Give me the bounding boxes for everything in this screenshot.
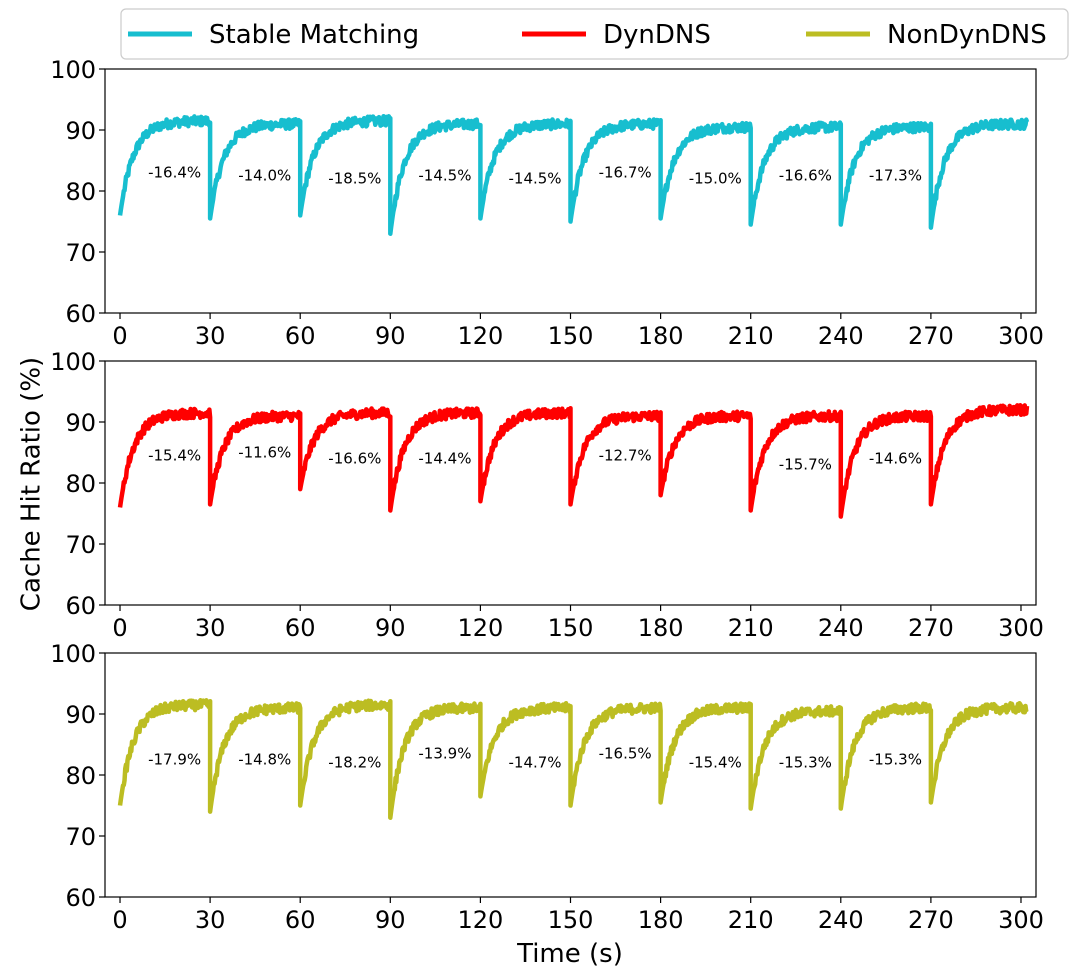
y-tick-label: 60 (65, 884, 96, 912)
y-tick-label: 100 (50, 56, 96, 84)
drop-annotation: -11.6% (238, 443, 291, 461)
drop-annotation: -14.5% (509, 170, 562, 188)
x-tick-label: 300 (998, 322, 1044, 350)
y-tick-label: 100 (50, 640, 96, 668)
y-axis-title: Cache Hit Ratio (%) (17, 357, 47, 611)
drop-annotation: -14.5% (418, 167, 471, 185)
drop-annotation: -15.4% (689, 754, 742, 772)
x-tick-label: 180 (638, 906, 684, 934)
x-tick-label: 120 (457, 614, 503, 642)
x-tick-label: 150 (548, 906, 594, 934)
y-tick-label: 70 (65, 823, 96, 851)
x-tick-label: 60 (285, 906, 316, 934)
legend: Stable Matching DynDNS NonDynDNS (120, 8, 1069, 60)
series-line (117, 403, 1030, 519)
x-tick-label: 30 (195, 614, 226, 642)
series-line (117, 698, 1029, 820)
x-tick-label: 240 (818, 614, 864, 642)
y-tick-label: 100 (50, 348, 96, 376)
y-tick-label: 80 (65, 470, 96, 498)
panel: -17.9% -14.8% -18.2% -13.9% -14.7% -16.5% -15.… (50, 640, 1044, 934)
y-tick-label: 80 (65, 762, 96, 790)
legend-entry: NonDynDNS (806, 20, 1047, 50)
y-tick-label: 70 (65, 239, 96, 267)
drop-annotation: -16.6% (779, 167, 832, 185)
drop-annotation: -14.8% (238, 751, 291, 769)
x-tick-label: 120 (457, 322, 503, 350)
drop-annotation: -14.6% (869, 449, 922, 467)
drop-annotation: -18.5% (328, 170, 381, 188)
x-tick-label: 0 (112, 906, 127, 934)
legend-label: NonDynDNS (887, 20, 1047, 50)
legend-label: DynDNS (603, 20, 711, 50)
x-axis-title: Time (s) (516, 939, 623, 969)
legend-entry: Stable Matching (128, 20, 419, 50)
drop-annotation: -14.4% (418, 449, 471, 467)
x-tick-label: 90 (375, 614, 406, 642)
drop-annotation: -17.3% (869, 167, 922, 185)
x-tick-label: 240 (818, 906, 864, 934)
legend-label: Stable Matching (209, 20, 419, 50)
x-tick-label: 150 (548, 614, 594, 642)
x-tick-label: 0 (112, 614, 127, 642)
drop-annotation: -15.3% (779, 754, 832, 772)
x-tick-label: 60 (285, 614, 316, 642)
panel: -16.4% -14.0% -18.5% -14.5% -14.5% -16.7% -15.… (50, 56, 1044, 350)
drop-annotation: -16.6% (328, 449, 381, 467)
x-tick-label: 240 (818, 322, 864, 350)
x-tick-label: 180 (638, 614, 684, 642)
drop-annotation: -15.7% (779, 456, 832, 474)
x-tick-label: 210 (728, 322, 774, 350)
drop-annotation: -15.4% (148, 446, 201, 464)
x-tick-label: 300 (998, 614, 1044, 642)
x-tick-label: 150 (548, 322, 594, 350)
x-tick-label: 270 (908, 614, 954, 642)
x-tick-label: 30 (195, 322, 226, 350)
y-tick-label: 70 (65, 531, 96, 559)
y-tick-label: 60 (65, 300, 96, 328)
y-tick-label: 60 (65, 592, 96, 620)
legend-entry: DynDNS (522, 20, 711, 50)
drop-annotation: -17.9% (148, 751, 201, 769)
x-tick-label: 30 (195, 906, 226, 934)
y-tick-label: 80 (65, 178, 96, 206)
drop-annotation: -18.2% (328, 754, 381, 772)
x-tick-label: 180 (638, 322, 684, 350)
x-tick-label: 270 (908, 906, 954, 934)
y-tick-label: 90 (65, 701, 96, 729)
x-tick-label: 210 (728, 906, 774, 934)
drop-annotation: -15.3% (869, 751, 922, 769)
legend-frame (120, 8, 1069, 60)
drop-annotation: -12.7% (599, 446, 652, 464)
x-tick-label: 0 (112, 322, 127, 350)
x-tick-label: 120 (457, 906, 503, 934)
x-tick-label: 90 (375, 906, 406, 934)
panel: -15.4% -11.6% -16.6% -14.4% -12.7% -15.7% -14.… (50, 348, 1044, 642)
x-tick-label: 60 (285, 322, 316, 350)
drop-annotation: -14.0% (238, 167, 291, 185)
drop-annotation: -16.4% (148, 164, 201, 182)
drop-annotation: -16.5% (599, 745, 652, 763)
x-tick-label: 270 (908, 322, 954, 350)
x-tick-label: 210 (728, 614, 774, 642)
y-tick-label: 90 (65, 409, 96, 437)
drop-annotation: -15.0% (689, 170, 742, 188)
series-line (117, 113, 1030, 236)
panels: -16.4% -14.0% -18.5% -14.5% -14.5% -16.7% -15.… (50, 56, 1044, 934)
y-tick-label: 90 (65, 117, 96, 145)
drop-annotation: -14.7% (509, 754, 562, 772)
x-tick-label: 300 (998, 906, 1044, 934)
drop-annotation: -13.9% (418, 745, 471, 763)
x-tick-label: 90 (375, 322, 406, 350)
drop-annotation: -16.7% (599, 164, 652, 182)
